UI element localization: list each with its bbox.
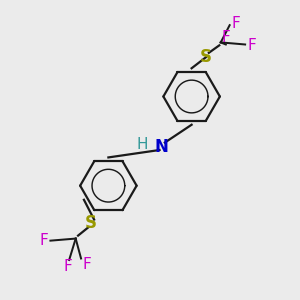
Text: H: H (137, 136, 148, 152)
Text: S: S (200, 48, 212, 66)
Text: F: F (247, 38, 256, 52)
Text: F: F (82, 257, 91, 272)
Text: N: N (155, 138, 169, 156)
Text: F: F (221, 30, 230, 45)
Text: F: F (231, 16, 240, 31)
Text: F: F (40, 232, 48, 247)
Text: S: S (85, 214, 97, 232)
Text: F: F (63, 259, 72, 274)
